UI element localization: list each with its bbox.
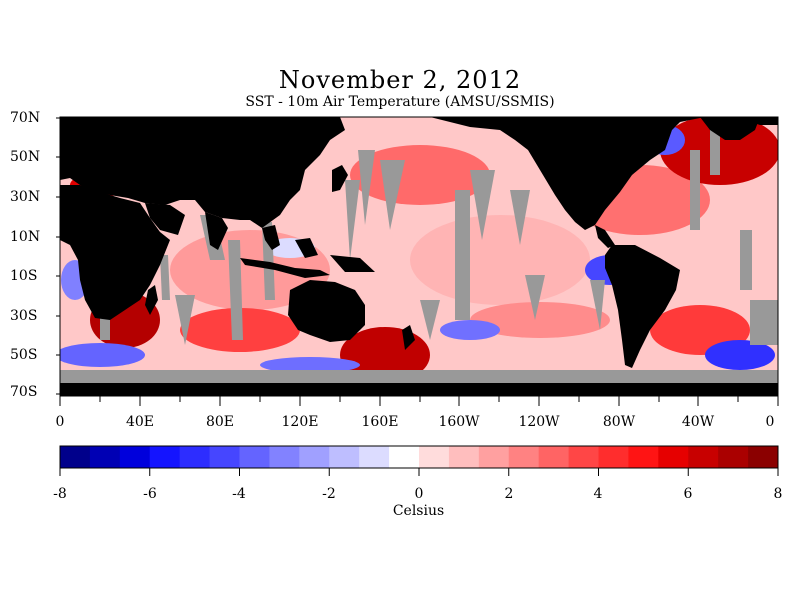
colorbar-tick-label: 6 <box>683 486 693 502</box>
lat-label: 70S <box>10 384 38 400</box>
colorbar-cell <box>508 446 540 468</box>
lon-label: 120E <box>281 414 319 430</box>
colorbar-cell <box>119 446 151 468</box>
antarctica <box>60 386 778 396</box>
map-frame <box>59 116 779 397</box>
colorbar-cell <box>538 446 570 468</box>
lon-label: 40W <box>681 414 715 430</box>
colorbar-cell <box>568 446 599 468</box>
lon-label: 80W <box>602 414 636 430</box>
colorbar-cell <box>179 446 211 468</box>
colorbar-cell <box>688 446 719 468</box>
lon-label: 0 <box>765 414 775 430</box>
colorbar-tick-label: 4 <box>593 486 603 502</box>
lon-label: 40E <box>125 414 155 430</box>
map-title: November 2, 2012 <box>278 66 522 94</box>
map-field <box>60 117 778 396</box>
cold-patch <box>60 343 145 367</box>
lon-label: 80E <box>205 414 235 430</box>
colorbar-cell <box>359 446 390 468</box>
colorbar-tick-label: -6 <box>143 486 157 502</box>
map-subtitle: SST - 10m Air Temperature (AMSU/SSMIS) <box>245 94 555 110</box>
lon-label: 160W <box>438 414 480 430</box>
lat-label: 50N <box>10 149 41 165</box>
colorbar-ticks <box>59 468 779 476</box>
cold-patch <box>260 357 360 373</box>
colorbar-tick-label: 2 <box>504 486 514 502</box>
colorbar-cell <box>478 446 510 468</box>
lat-label: 70N <box>10 110 41 126</box>
colorbar-cell <box>718 446 749 468</box>
colorbar-cell <box>299 446 330 468</box>
lon-ticks <box>59 396 779 406</box>
colorbar-cell <box>329 446 360 468</box>
colorbar <box>60 446 779 468</box>
colorbar-cell <box>419 446 450 468</box>
colorbar-cell <box>658 446 689 468</box>
colorbar-cell <box>89 446 121 468</box>
cold-patch <box>440 320 500 340</box>
colorbar-cell <box>598 446 629 468</box>
anomaly-patch <box>410 215 590 305</box>
colorbar-tick-label: 0 <box>414 486 424 502</box>
lat-ticks <box>56 117 60 395</box>
lat-label: 30N <box>10 189 41 205</box>
colorbar-tick-label: -4 <box>232 486 246 502</box>
colorbar-cell <box>269 446 300 468</box>
cold-patch <box>705 340 775 370</box>
colorbar-tick-label: -8 <box>53 486 67 502</box>
colorbar-cell <box>389 446 420 468</box>
colorbar-cell <box>60 446 91 468</box>
lon-label: 120W <box>518 414 560 430</box>
colorbar-cell <box>448 446 480 468</box>
anomaly-patch <box>470 302 610 338</box>
colorbar-cell <box>149 446 181 468</box>
lat-label: 10N <box>10 229 41 245</box>
colorbar-units: Celsius <box>392 503 445 519</box>
colorbar-cell <box>628 446 659 468</box>
colorbar-cell <box>239 446 270 468</box>
lon-label: 160E <box>361 414 399 430</box>
colorbar-cell <box>748 446 779 468</box>
lon-label: 0 <box>55 414 65 430</box>
colorbar-cell <box>209 446 240 468</box>
lat-label: 50S <box>10 347 38 363</box>
colorbar-tick-label: 8 <box>773 486 783 502</box>
lat-label: 30S <box>10 308 38 324</box>
colorbar-tick-label: -2 <box>322 486 336 502</box>
lat-label: 10S <box>10 268 38 284</box>
